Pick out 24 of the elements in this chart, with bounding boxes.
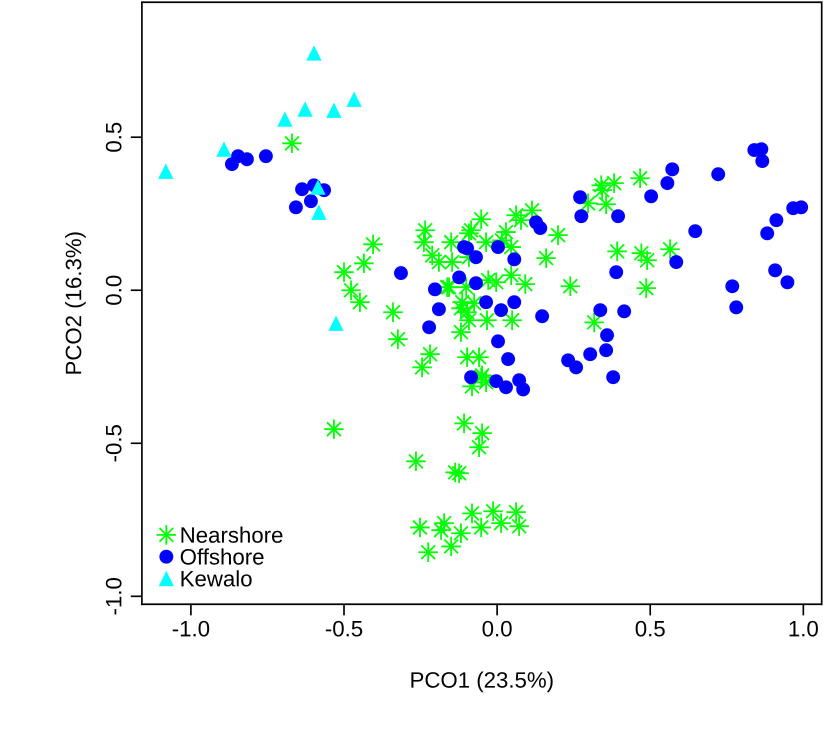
point <box>311 204 327 220</box>
y-tick-label: -1.0 <box>106 578 122 614</box>
y-tick-label: 0.0 <box>106 276 122 305</box>
x-tick-label: 0.0 <box>482 620 512 637</box>
legend-label: Offshore <box>180 548 264 565</box>
x-tick-label: -1.0 <box>172 620 210 637</box>
x-tick-label: 1.0 <box>790 620 818 637</box>
point <box>346 92 362 107</box>
x-tick-label: -0.5 <box>326 620 362 637</box>
y-tick-label: 0.5 <box>106 122 122 152</box>
y-tick-label: -0.5 <box>106 425 122 462</box>
point <box>328 316 344 331</box>
x-tick-label: 0.5 <box>636 620 665 637</box>
point <box>326 102 342 118</box>
legend-label: Kewalo <box>182 570 252 587</box>
point <box>216 142 232 157</box>
y-axis-title: PCO2 (16.3%) <box>65 232 86 374</box>
legend-label: Nearshore <box>182 526 282 543</box>
x-axis-title: PCO1 (23.5%) <box>411 672 553 692</box>
point <box>306 45 322 61</box>
point <box>158 164 174 179</box>
point <box>277 112 293 127</box>
point <box>310 179 326 195</box>
point <box>297 101 313 117</box>
